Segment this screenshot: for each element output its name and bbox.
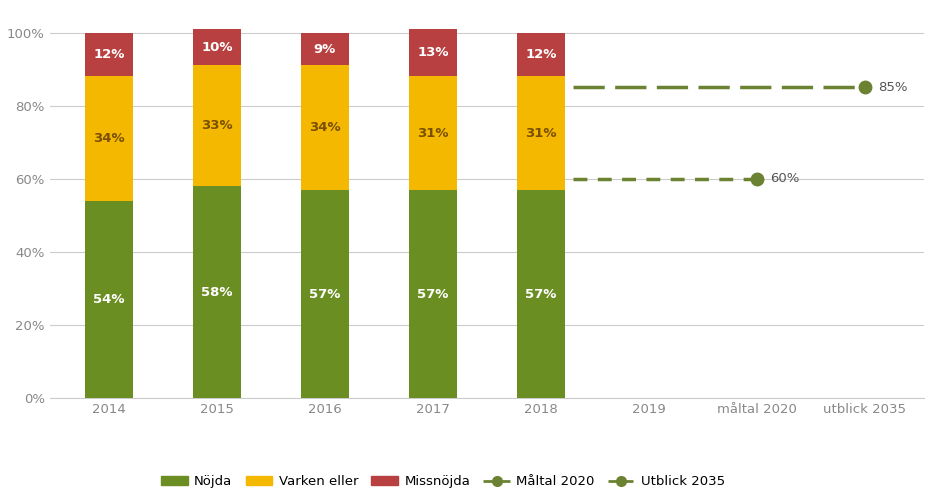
Text: 54%: 54% xyxy=(93,293,125,306)
Text: 57%: 57% xyxy=(309,288,341,301)
Bar xyxy=(409,29,457,77)
Bar xyxy=(409,190,457,398)
Bar xyxy=(193,65,241,186)
Bar xyxy=(301,32,349,65)
Bar xyxy=(517,32,565,77)
Text: 13%: 13% xyxy=(417,46,449,59)
Bar xyxy=(517,77,565,190)
Text: 34%: 34% xyxy=(309,121,341,134)
Bar xyxy=(517,190,565,398)
Text: 58%: 58% xyxy=(201,286,233,299)
Text: 85%: 85% xyxy=(878,81,907,94)
Bar xyxy=(85,77,133,201)
Text: 34%: 34% xyxy=(93,132,125,145)
Bar xyxy=(301,190,349,398)
Text: 9%: 9% xyxy=(314,42,336,55)
Text: 33%: 33% xyxy=(201,120,233,132)
Text: 57%: 57% xyxy=(417,288,449,301)
Text: 10%: 10% xyxy=(201,41,233,54)
Legend: Nöjda, Varken eller, Missnöjda, Måltal 2020, Utblick 2035: Nöjda, Varken eller, Missnöjda, Måltal 2… xyxy=(156,470,730,494)
Text: 31%: 31% xyxy=(525,126,557,139)
Bar xyxy=(301,65,349,190)
Text: 60%: 60% xyxy=(770,172,799,185)
Bar xyxy=(85,32,133,77)
Bar xyxy=(193,29,241,65)
Bar xyxy=(409,77,457,190)
Bar xyxy=(193,186,241,398)
Text: 12%: 12% xyxy=(93,48,125,61)
Text: 31%: 31% xyxy=(417,126,449,139)
Bar xyxy=(85,201,133,398)
Text: 12%: 12% xyxy=(525,48,557,61)
Text: 57%: 57% xyxy=(525,288,557,301)
